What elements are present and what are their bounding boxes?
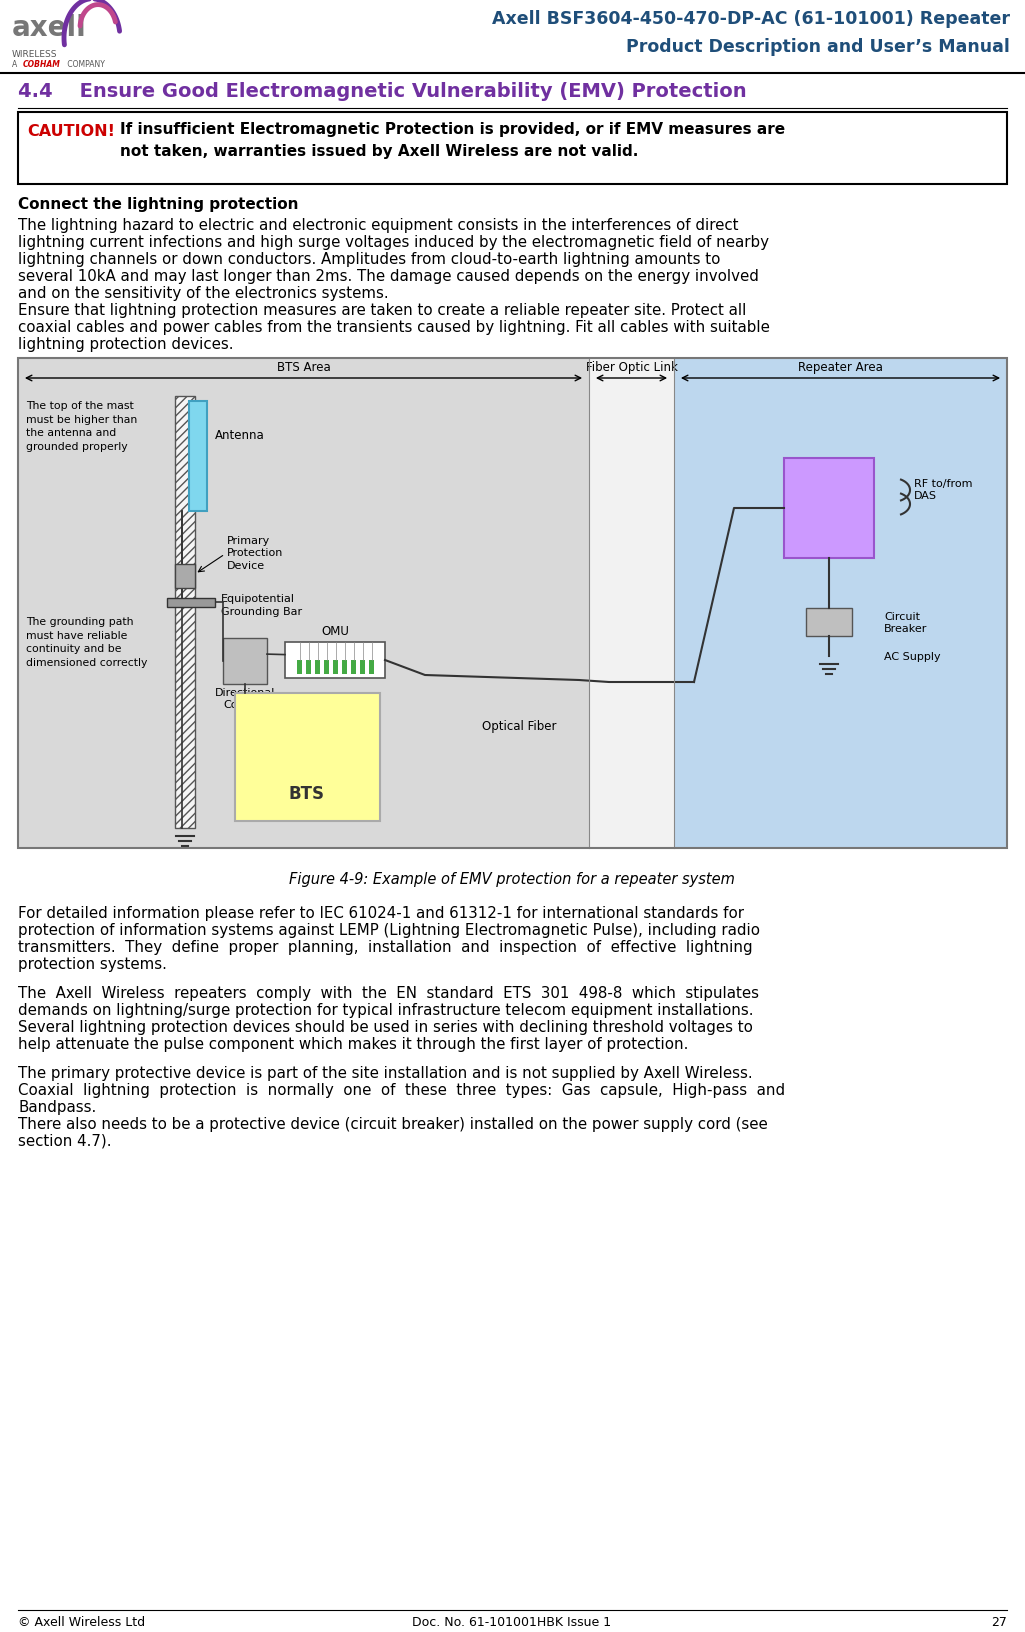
Bar [167,597,215,607]
Bar [18,357,1007,849]
Text: The lightning hazard to electric and electronic equipment consists in the interf: The lightning hazard to electric and ele… [18,219,738,233]
Bar [18,113,1007,184]
Text: Circuit
Breaker: Circuit Breaker [884,612,928,635]
Text: © Axell Wireless Ltd: © Axell Wireless Ltd [18,1616,146,1629]
Text: The primary protective device is part of the site installation and is not suppli: The primary protective device is part of… [18,1066,752,1080]
Text: Doc. No. 61-101001HBK Issue 1: Doc. No. 61-101001HBK Issue 1 [412,1616,612,1629]
Text: axell: axell [12,15,87,42]
Bar [285,641,385,677]
Text: Equipotential
Grounding Bar: Equipotential Grounding Bar [221,594,302,617]
Text: BSF: BSF [814,493,844,508]
Text: BTS: BTS [289,785,325,803]
Text: Bandpass.: Bandpass. [18,1100,96,1115]
Text: Primary
Protection
Device: Primary Protection Device [227,535,283,571]
Text: Axell BSF3604-450-470-DP-AC (61-101001) Repeater: Axell BSF3604-450-470-DP-AC (61-101001) … [492,10,1010,28]
Text: coaxial cables and power cables from the transients caused by lightning. Fit all: coaxial cables and power cables from the… [18,320,770,335]
Bar [189,401,207,511]
Text: The  Axell  Wireless  repeaters  comply  with  the  EN  standard  ETS  301  498-: The Axell Wireless repeaters comply with… [18,986,758,1000]
Text: If insufficient Electromagnetic Protection is provided, or if EMV measures are: If insufficient Electromagnetic Protecti… [120,122,785,137]
Text: AC Supply: AC Supply [884,653,941,663]
Text: Ensure that lightning protection measures are taken to create a reliable repeate: Ensure that lightning protection measure… [18,304,746,318]
Text: Fiber Optic Link: Fiber Optic Link [585,361,678,374]
Text: Repeater Area: Repeater Area [798,361,883,374]
Text: Several lightning protection devices should be used in series with declining thr: Several lightning protection devices sho… [18,1020,753,1035]
Text: help attenuate the pulse component which makes it through the first layer of pro: help attenuate the pulse component which… [18,1036,689,1053]
Text: section 4.7).: section 4.7). [18,1134,112,1149]
Bar [333,659,338,674]
Bar [223,638,266,684]
Text: Connect the lightning protection: Connect the lightning protection [18,197,298,212]
Bar [342,659,347,674]
Text: There also needs to be a protective device (circuit breaker) installed on the po: There also needs to be a protective devi… [18,1116,768,1133]
Text: Directional
Coupler: Directional Coupler [215,689,275,710]
Text: 27: 27 [991,1616,1007,1629]
Bar [351,659,356,674]
Bar [175,397,195,827]
Bar [806,609,852,636]
Bar [369,659,374,674]
Bar [306,659,311,674]
Text: demands on lightning/surge protection for typical infrastructure telecom equipme: demands on lightning/surge protection fo… [18,1004,753,1018]
Text: CAUTION!: CAUTION! [27,124,115,139]
Text: The grounding path
must have reliable
continuity and be
dimensioned correctly: The grounding path must have reliable co… [26,617,148,667]
Text: For detailed information please refer to IEC 61024-1 and 61312-1 for internation: For detailed information please refer to… [18,906,744,920]
Text: and on the sensitivity of the electronics systems.: and on the sensitivity of the electronic… [18,286,388,300]
Text: protection systems.: protection systems. [18,956,167,973]
Text: COBHAM: COBHAM [23,60,60,69]
Bar [175,565,195,588]
Text: RF to/from
DAS: RF to/from DAS [914,480,973,501]
Text: BTS Area: BTS Area [277,361,330,374]
Text: Antenna: Antenna [215,429,264,442]
Bar [674,357,1007,849]
Text: Optical Fiber: Optical Fiber [482,720,557,733]
Bar [784,459,874,558]
Bar [589,357,674,849]
Text: 4.4    Ensure Good Electromagnetic Vulnerability (EMV) Protection: 4.4 Ensure Good Electromagnetic Vulnerab… [18,82,746,101]
Text: OMU: OMU [321,625,348,638]
Text: Repeater: Repeater [797,512,861,527]
Text: several 10kA and may last longer than 2ms. The damage caused depends on the ener: several 10kA and may last longer than 2m… [18,269,758,284]
Bar [360,659,365,674]
Bar [297,659,302,674]
Bar [315,659,320,674]
Text: Product Description and User’s Manual: Product Description and User’s Manual [626,38,1010,55]
Text: A: A [12,60,19,69]
Text: Coaxial  lightning  protection  is  normally  one  of  these  three  types:  Gas: Coaxial lightning protection is normally… [18,1084,785,1098]
Text: lightning current infections and high surge voltages induced by the electromagne: lightning current infections and high su… [18,235,769,250]
Text: lightning protection devices.: lightning protection devices. [18,336,234,353]
Bar [18,357,589,849]
Text: lightning channels or down conductors. Amplitudes from cloud-to-earth lightning : lightning channels or down conductors. A… [18,251,721,268]
Text: transmitters.  They  define  proper  planning,  installation  and  inspection  o: transmitters. They define proper plannin… [18,940,752,955]
Bar [324,659,329,674]
Text: protection of information systems against LEMP (Lightning Electromagnetic Pulse): protection of information systems agains… [18,924,760,938]
Text: not taken, warranties issued by Axell Wireless are not valid.: not taken, warranties issued by Axell Wi… [120,144,639,158]
Text: COMPANY: COMPANY [65,60,105,69]
Bar [0,0,1025,73]
Text: The top of the mast
must be higher than
the antenna and
grounded properly: The top of the mast must be higher than … [26,401,137,452]
Bar [235,694,380,821]
Text: Figure 4-9: Example of EMV protection for a repeater system: Figure 4-9: Example of EMV protection fo… [289,871,735,888]
Text: WIRELESS: WIRELESS [12,51,57,59]
